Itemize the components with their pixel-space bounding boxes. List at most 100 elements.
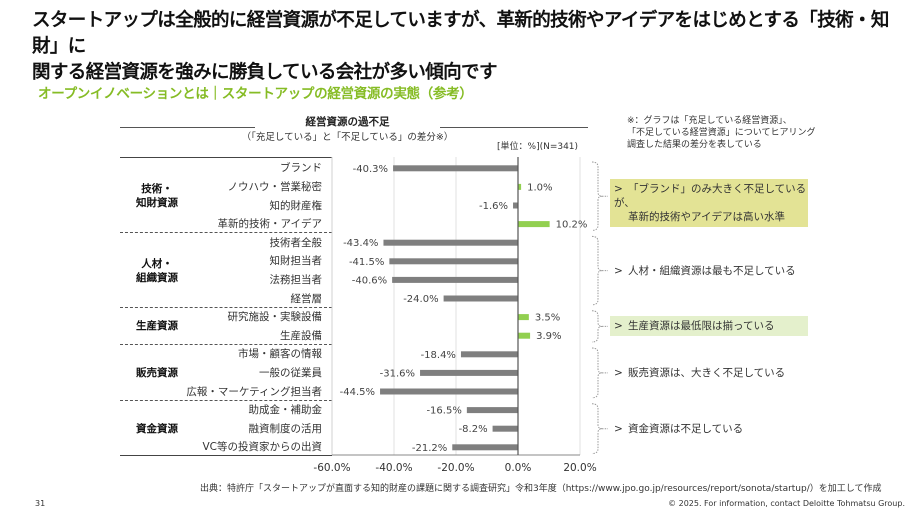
bar (393, 165, 518, 172)
bar-value-label: -44.5% (340, 387, 375, 398)
page-headline: スタートアップは全般的に経営資源が不足していますが、革新的技術やアイデアをはじめ… (32, 8, 912, 86)
row-label: 革新的技術・アイデア (217, 218, 322, 231)
bar-value-label: 1.0% (527, 182, 552, 193)
group-label-line-1: 生産資源 (136, 320, 178, 333)
row-label: 助成金・補助金 (248, 404, 323, 417)
bar (460, 351, 518, 358)
chevron-right-icon: > (614, 183, 623, 196)
row-label: 技術者全般 (269, 236, 323, 249)
row-label: 融資制度の活用 (248, 422, 323, 435)
table-bottom-rule (120, 455, 332, 456)
bar (389, 258, 518, 265)
row-label: ブランド (280, 162, 322, 175)
row-label: ノウハウ・営業秘密 (227, 180, 323, 193)
x-tick-label: -20.0% (437, 462, 474, 474)
bar-value-label: -40.6% (352, 275, 387, 286)
footnote-line-3: 調査した結果の差分を表している (627, 140, 762, 150)
page-number: 31 (35, 499, 46, 508)
row-label: 法務担当者 (269, 273, 323, 286)
row-label: 研究施設・実験設備 (227, 311, 323, 324)
bar (518, 221, 550, 228)
comment-line-1: 資金資源は不足している (628, 422, 744, 435)
comment-line-1: 販売資源は、大きく不足している (628, 366, 786, 379)
row-label: 生産設備 (280, 329, 322, 342)
group-label-line-2: 組織資源 (136, 271, 178, 284)
group-comment: > 販売資源は、大きく不足している (610, 363, 808, 383)
chart-title: 経営資源の過不足 (305, 116, 390, 128)
group-label-line-1: 技術・ (141, 183, 173, 196)
bar (452, 444, 518, 451)
row-label: 知的財産権 (269, 199, 323, 212)
bar-value-label: -16.5% (426, 406, 461, 417)
group-label-line-1: 販売資源 (136, 366, 178, 379)
group-label: 資金資源 (122, 422, 192, 436)
group-brace (591, 347, 603, 399)
bar (443, 295, 518, 302)
chevron-right-icon: > (614, 366, 623, 379)
bar (518, 314, 529, 321)
x-tick-label: -60.0% (313, 462, 350, 474)
bar-value-label: -8.2% (459, 424, 488, 435)
bar (383, 239, 518, 246)
comment-line-1: 人材・組織資源は最も不足している (628, 264, 796, 277)
bar (420, 369, 518, 376)
bar (466, 407, 518, 414)
group-label-line-1: 資金資源 (136, 422, 178, 435)
group-comment: > 資金資源は不足している (610, 419, 808, 439)
footnote-line-1: ※：グラフは「充足している経営資源」、 (627, 116, 792, 126)
group-brace (591, 310, 603, 343)
row-label: 市場・顧客の情報 (238, 348, 322, 361)
bar (518, 183, 522, 190)
table-top-rule (120, 157, 332, 158)
group-label: 技術・ 知財資源 (122, 182, 192, 210)
chart-title-rule-left (120, 127, 255, 128)
group-separator (120, 306, 332, 308)
group-comment: > 生産資源は最低限は揃っている (610, 316, 808, 337)
bar (380, 388, 518, 395)
group-brace (591, 403, 603, 455)
chevron-right-icon: > (614, 320, 623, 333)
chart-footnote: ※：グラフは「充足している経営資源」、 「不足している経営資源」についてヒアリン… (627, 115, 827, 151)
group-label: 販売資源 (122, 366, 192, 380)
comment-line-1: 「ブランド」のみ大きく不足しているが、 (614, 183, 807, 210)
x-tick-label: 20.0% (563, 462, 596, 474)
bar-value-label: -21.2% (412, 443, 447, 454)
bar (492, 425, 518, 432)
bar-value-label: 3.9% (536, 331, 561, 342)
bar-value-label: -18.4% (421, 350, 456, 361)
footnote-line-2: 「不足している経営資源」についてヒアリング (627, 128, 816, 138)
x-tick-label: -40.0% (375, 462, 412, 474)
headline-line-2: 関する経営資源を強みに勝負している会社が多い傾向です (32, 62, 497, 83)
chevron-right-icon: > (614, 264, 623, 277)
chevron-right-icon: > (614, 422, 623, 435)
copyright: © 2025. For information, contact Deloitt… (668, 499, 905, 508)
bar (518, 332, 531, 339)
group-separator (120, 344, 332, 345)
bar (392, 276, 518, 283)
comment-line-2: 革新的技術やアイデアは高い水準 (628, 211, 785, 224)
bar-value-label: -41.5% (349, 257, 384, 268)
group-label-line-1: 人材・ (141, 257, 173, 270)
bar-value-label: -1.6% (479, 201, 508, 212)
group-label-line-2: 知財資源 (136, 197, 178, 210)
group-label: 人材・ 組織資源 (122, 257, 192, 285)
group-separator (120, 399, 332, 401)
row-label: 広報・マーケティング担当者 (186, 385, 322, 398)
group-separator (120, 232, 332, 234)
unit-label: [単位：%](N=341) (497, 142, 579, 152)
x-tick-label: 0.0% (505, 462, 532, 474)
chart-title-rule-right (440, 127, 588, 128)
row-label: VC等の投資家からの出資 (202, 441, 322, 454)
bar-value-label: -24.0% (403, 294, 438, 305)
bar-value-label: -43.4% (343, 238, 378, 249)
group-comment: > 「ブランド」のみ大きく不足しているが、 革新的技術やアイデアは高い水準 (610, 179, 808, 228)
bar-value-label: -40.3% (353, 164, 388, 175)
row-label: 経営層 (290, 292, 323, 305)
row-label: 知財担当者 (269, 255, 323, 268)
row-label: 一般の従業員 (259, 366, 322, 379)
group-brace (591, 235, 603, 306)
section-subtitle: オープンイノベーションとは｜スタートアップの経営資源の実態（参考） (38, 86, 473, 102)
group-brace (591, 161, 603, 231)
chart-subtitle: （「充足している」と「不足している」の差分※） (241, 132, 454, 143)
